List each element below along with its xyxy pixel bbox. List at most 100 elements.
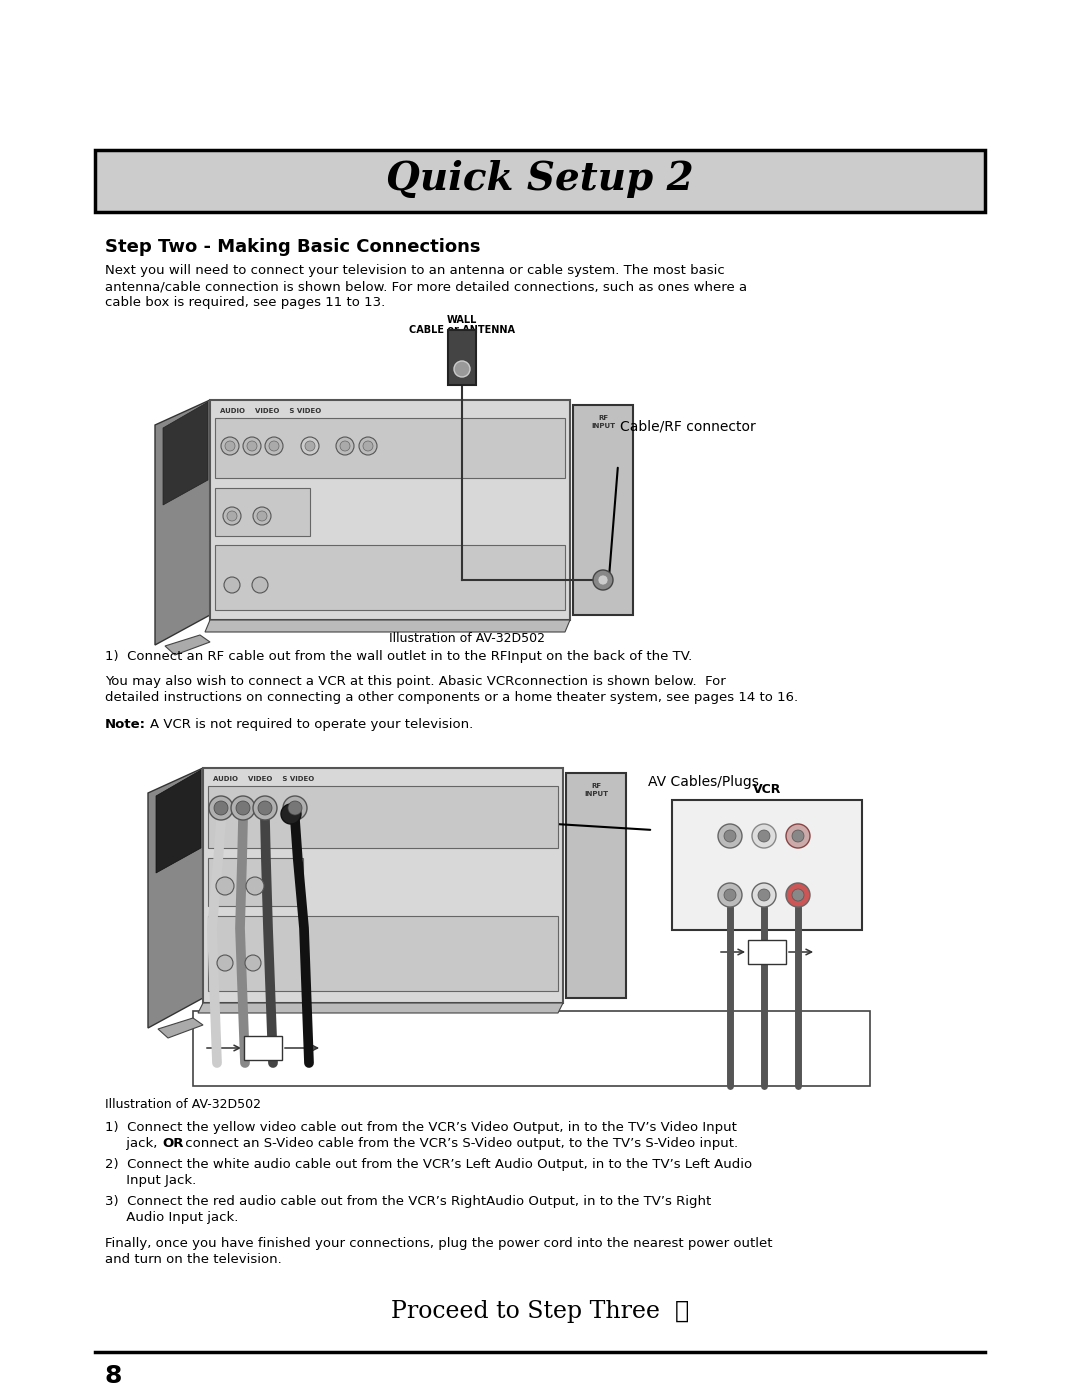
Circle shape — [227, 511, 237, 521]
Circle shape — [252, 577, 268, 592]
Text: INPUT 4: INPUT 4 — [218, 492, 243, 497]
Text: Quick Setup 2: Quick Setup 2 — [387, 161, 693, 198]
Text: cable box is required, see pages 11 to 13.: cable box is required, see pages 11 to 1… — [105, 296, 386, 309]
FancyBboxPatch shape — [95, 149, 985, 212]
FancyBboxPatch shape — [215, 545, 565, 610]
Text: A VCR is not required to operate your television.: A VCR is not required to operate your te… — [150, 718, 473, 731]
Polygon shape — [165, 636, 210, 655]
Text: AUDIO OUT: AUDIO OUT — [211, 949, 247, 953]
FancyBboxPatch shape — [748, 940, 786, 964]
Circle shape — [257, 511, 267, 521]
Polygon shape — [158, 1018, 203, 1038]
Circle shape — [288, 800, 302, 814]
Text: Next you will need to connect your television to an antenna or cable system. The: Next you will need to connect your telev… — [105, 264, 725, 277]
Circle shape — [454, 360, 470, 377]
Text: and turn on the television.: and turn on the television. — [105, 1253, 282, 1266]
Text: IN: IN — [680, 812, 693, 821]
Text: Note:: Note: — [105, 718, 146, 731]
FancyBboxPatch shape — [208, 858, 303, 907]
Text: Cable/RF connector: Cable/RF connector — [620, 420, 756, 434]
FancyBboxPatch shape — [672, 800, 862, 930]
Circle shape — [786, 883, 810, 907]
Circle shape — [752, 883, 777, 907]
Text: OUT: OUT — [680, 866, 706, 876]
FancyBboxPatch shape — [573, 405, 633, 615]
Circle shape — [283, 796, 307, 820]
Circle shape — [718, 883, 742, 907]
Text: AUDIO OUT: AUDIO OUT — [218, 570, 254, 576]
Text: INPUT 1: INPUT 1 — [373, 793, 397, 799]
Text: 8: 8 — [105, 1363, 122, 1389]
Text: Finally, once you have finished your connections, plug the power cord into the n: Finally, once you have finished your con… — [105, 1236, 772, 1250]
FancyBboxPatch shape — [208, 787, 558, 848]
Circle shape — [217, 956, 233, 971]
Text: detailed instructions on connecting a other components or a home theater system,: detailed instructions on connecting a ot… — [105, 692, 798, 704]
Polygon shape — [156, 400, 210, 645]
Circle shape — [758, 888, 770, 901]
Circle shape — [237, 800, 249, 814]
FancyBboxPatch shape — [215, 418, 565, 478]
Polygon shape — [198, 1003, 563, 1013]
Circle shape — [245, 956, 261, 971]
Circle shape — [258, 800, 272, 814]
Circle shape — [253, 796, 276, 820]
Circle shape — [231, 796, 255, 820]
Circle shape — [225, 441, 235, 451]
Circle shape — [336, 437, 354, 455]
Text: 2)  Connect the white audio cable out from the VCR’s Left Audio Output, in to th: 2) Connect the white audio cable out fro… — [105, 1158, 752, 1171]
Text: Audio Input jack.: Audio Input jack. — [105, 1211, 239, 1224]
Text: WALL: WALL — [447, 314, 477, 326]
Text: Proceed to Step Three  ☞: Proceed to Step Three ☞ — [391, 1301, 689, 1323]
Text: INPUT 1: INPUT 1 — [384, 427, 409, 433]
Circle shape — [305, 441, 315, 451]
Text: jack,: jack, — [105, 1137, 162, 1150]
Text: V    L    R: V L R — [724, 812, 770, 821]
Text: VCR: VCR — [753, 782, 781, 796]
Circle shape — [281, 805, 301, 824]
Text: INPUT 2: INPUT 2 — [211, 862, 235, 868]
Circle shape — [247, 441, 257, 451]
Text: COMPONENT
VIDEO: COMPONENT VIDEO — [211, 921, 252, 932]
Polygon shape — [205, 620, 570, 631]
Polygon shape — [148, 768, 203, 1028]
Text: antenna/cable connection is shown below. For more detailed connections, such as : antenna/cable connection is shown below.… — [105, 279, 747, 293]
Circle shape — [221, 437, 239, 455]
Circle shape — [792, 888, 804, 901]
FancyBboxPatch shape — [244, 1037, 282, 1060]
Text: OR: OR — [758, 947, 775, 957]
Circle shape — [359, 437, 377, 455]
Circle shape — [593, 570, 613, 590]
Circle shape — [243, 437, 261, 455]
Circle shape — [598, 576, 608, 585]
Circle shape — [253, 507, 271, 525]
Text: AV Cables/Plugs: AV Cables/Plugs — [648, 775, 759, 789]
Text: OR: OR — [254, 1044, 272, 1053]
Circle shape — [724, 888, 735, 901]
Circle shape — [224, 577, 240, 592]
Text: Illustration of AV-32D502: Illustration of AV-32D502 — [389, 631, 545, 645]
Circle shape — [724, 830, 735, 842]
Circle shape — [786, 824, 810, 848]
Text: You may also wish to connect a VCR at this point. Abasic VCRconnection is shown : You may also wish to connect a VCR at th… — [105, 675, 726, 687]
Text: 3)  Connect the red audio cable out from the VCR’s RightAudio Output, in to the : 3) Connect the red audio cable out from … — [105, 1194, 712, 1208]
FancyBboxPatch shape — [203, 768, 563, 1003]
Circle shape — [363, 441, 373, 451]
Circle shape — [301, 437, 319, 455]
Text: Input Jack.: Input Jack. — [105, 1173, 197, 1187]
Polygon shape — [156, 770, 201, 873]
Circle shape — [214, 800, 228, 814]
Text: OUT: OUT — [450, 335, 473, 345]
Circle shape — [718, 824, 742, 848]
FancyBboxPatch shape — [210, 400, 570, 620]
Circle shape — [216, 877, 234, 895]
Text: COMPONENT
VIDEO: COMPONENT VIDEO — [218, 548, 258, 559]
Text: RF
INPUT: RF INPUT — [584, 782, 608, 796]
Circle shape — [269, 441, 279, 451]
FancyBboxPatch shape — [566, 773, 626, 997]
Text: Step Two - Making Basic Connections: Step Two - Making Basic Connections — [105, 237, 481, 256]
Circle shape — [752, 824, 777, 848]
Text: OR: OR — [163, 1137, 185, 1150]
Text: Illustration of AV-32D502: Illustration of AV-32D502 — [105, 1098, 261, 1111]
FancyBboxPatch shape — [448, 330, 476, 386]
Text: 1)  Connect the yellow video cable out from the VCR’s Video Output, in to the TV: 1) Connect the yellow video cable out fr… — [105, 1120, 737, 1134]
